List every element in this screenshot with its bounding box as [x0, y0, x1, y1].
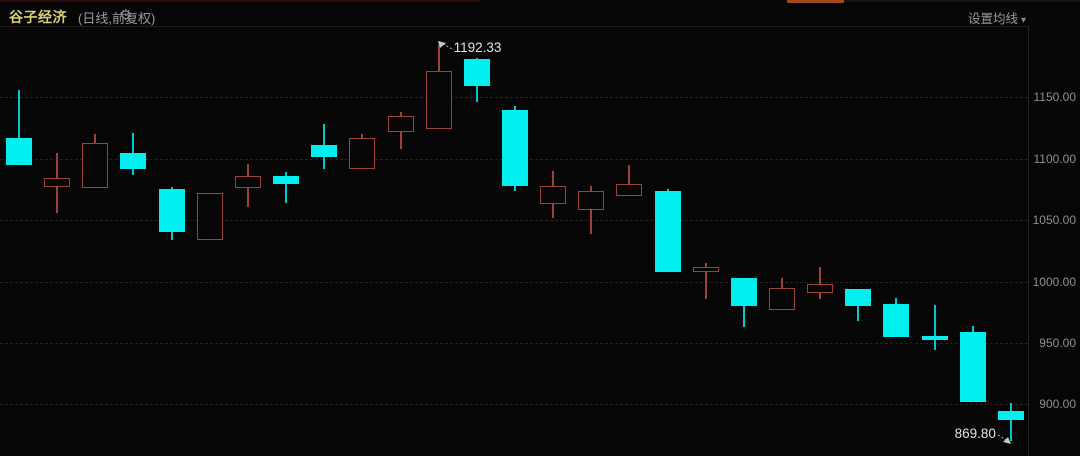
candle[interactable]: [997, 410, 1024, 421]
candle[interactable]: [883, 303, 910, 337]
candle-wick: [704, 263, 707, 299]
gridline: [0, 220, 1028, 222]
candle-wick: [285, 172, 288, 203]
candle-wick: [628, 164, 631, 196]
candle[interactable]: [387, 115, 414, 132]
y-axis-tick-label: 950.00: [1039, 335, 1076, 350]
candle-wick: [933, 304, 936, 351]
candle-wick: [18, 89, 20, 165]
candle[interactable]: [921, 335, 948, 340]
candle[interactable]: [463, 59, 490, 87]
y-axis-tick-label: 1150.00: [1033, 90, 1077, 105]
candle[interactable]: [501, 109, 528, 186]
candle[interactable]: [807, 284, 834, 293]
candle[interactable]: [158, 189, 185, 233]
high-price-label: 1192.33: [453, 40, 502, 56]
candle[interactable]: [692, 266, 719, 272]
high-annotation-arrow: [437, 41, 454, 51]
chart-header: 谷子经济 (日线,前复权) ⚙ 设置均线 ▾: [0, 2, 1080, 27]
candle-wick: [1009, 403, 1012, 442]
candle[interactable]: [120, 152, 147, 169]
candle[interactable]: [6, 137, 32, 165]
gridline: [0, 281, 1028, 283]
chevron-down-icon: ▾: [1020, 15, 1026, 26]
candle[interactable]: [616, 184, 643, 196]
y-axis-tick-label: 1000.00: [1032, 274, 1076, 289]
gridline: [0, 404, 1028, 406]
candle[interactable]: [425, 71, 452, 130]
y-axis-tick-label: 900.00: [1039, 397, 1076, 412]
gridline: [0, 342, 1028, 344]
candle[interactable]: [959, 331, 986, 402]
y-axis-tick-label: 1100.00: [1033, 151, 1077, 166]
candle[interactable]: [730, 277, 757, 307]
page-title: 谷子经济: [9, 9, 67, 25]
candle[interactable]: [44, 178, 71, 187]
candle[interactable]: [578, 190, 605, 211]
y-axis-tick-label: 1050.00: [1032, 213, 1076, 228]
low-annotation-arrow: [997, 434, 1011, 444]
y-axis-line: [1028, 27, 1029, 456]
candle[interactable]: [311, 145, 338, 158]
top-edge-artifact-red: [0, 0, 480, 2]
ma-settings-button[interactable]: 设置均线 ▾: [968, 8, 1026, 27]
top-edge-artifact-orange: [787, 0, 844, 3]
candle[interactable]: [196, 193, 223, 240]
candle[interactable]: [234, 175, 261, 189]
gridline: [0, 97, 1028, 99]
top-edge-artifact-gray: [844, 0, 1080, 2]
gear-icon[interactable]: ⚙: [119, 7, 133, 24]
candle[interactable]: [540, 185, 567, 205]
ma-settings-label: 设置均线: [967, 12, 1018, 26]
candle-wick: [819, 266, 822, 299]
candle[interactable]: [349, 137, 376, 169]
low-price-label: 869.80: [954, 425, 996, 441]
chart-period-label: (日线,前复权): [78, 11, 156, 26]
candle[interactable]: [82, 142, 109, 189]
candle[interactable]: [654, 190, 681, 272]
candle[interactable]: [769, 287, 795, 310]
candle[interactable]: [845, 288, 872, 307]
header-divider: [0, 26, 1030, 27]
candle[interactable]: [273, 175, 300, 185]
